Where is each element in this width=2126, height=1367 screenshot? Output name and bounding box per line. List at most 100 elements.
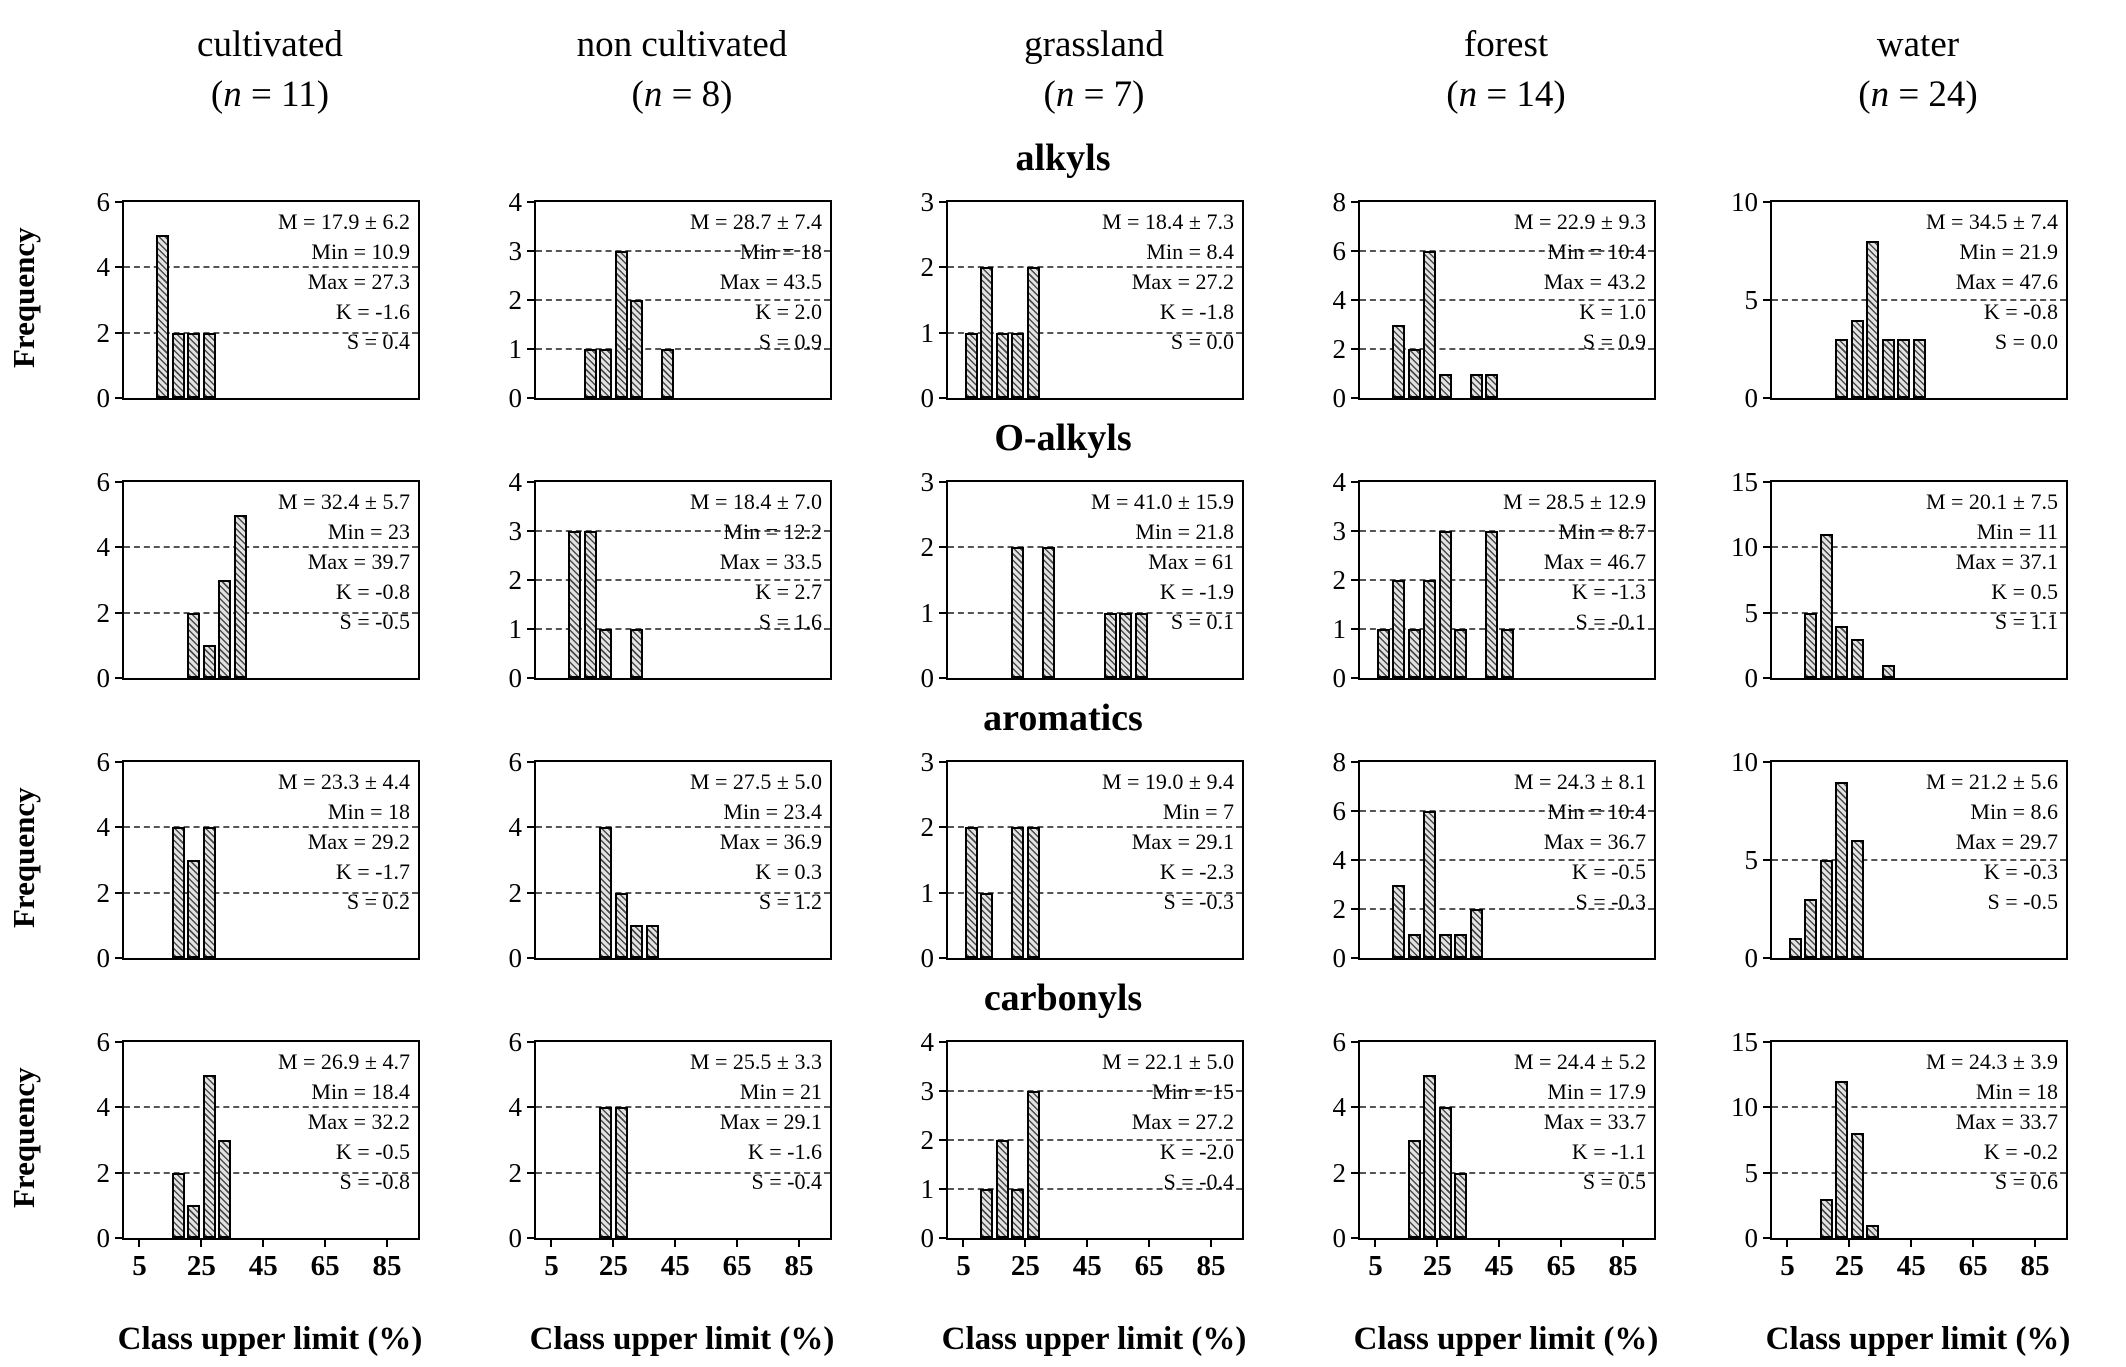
x-tick-mark <box>324 1238 327 1247</box>
stats-block: M = 18.4 ± 7.0 Min = 12.2 Max = 33.5 K = 2.… <box>690 487 822 637</box>
panel-cell-aromatics-forest: 0 2 4 6 8 M = 24.3 ± 8.1 Min = 10.4 Max = 36.7 K… <box>1300 747 1712 973</box>
y-tick-mark <box>115 891 124 894</box>
y-tick-label: 3 <box>508 236 523 266</box>
panel-row-carbonyls: Frequency 0 2 4 6 M = 26.9 ± 4.7 Min = 18.4 Max… <box>0 1027 2126 1316</box>
panel-cell-o-alkyls-water: 0 5 10 15 M = 20.1 ± 7.5 Min = 11 Max = 37.1 K … <box>1712 467 2124 693</box>
stat-line: S = -0.8 <box>339 1168 410 1194</box>
column-headers: cultivated (n = 11) non cultivated (n = 8) g… <box>0 14 2126 132</box>
stat-line: K = -1.8 <box>1159 298 1234 324</box>
histogram-bar <box>1407 629 1421 678</box>
y-tick-mark <box>527 891 536 894</box>
y-tick-mark <box>527 628 536 630</box>
y-tick-mark <box>527 1106 536 1109</box>
x-tick-label: 65 <box>1546 1250 1576 1282</box>
y-tick-mark <box>939 761 948 763</box>
y-tick-label: 0 <box>508 383 523 413</box>
stat-line: K = -0.8 <box>335 578 410 604</box>
histogram-bar <box>1438 531 1452 678</box>
histogram-aromatics-cultivated: 0 2 4 6 M = 23.3 ± 4.4 Min = 18 Max = 29.2 K = … <box>97 747 420 973</box>
x-tick-mark <box>138 1238 141 1247</box>
x-tick-label: 25 <box>186 1250 216 1282</box>
histogram-bar <box>599 349 613 398</box>
x-axis-label-cultivated: Class upper limit (%) <box>117 1321 423 1357</box>
histogram-bar <box>1850 319 1864 398</box>
x-tick-label: 45 <box>248 1250 278 1282</box>
stat-line: Max = 47.6 <box>1955 268 2058 294</box>
y-tick-mark <box>527 299 536 301</box>
stat-line: Min = 15 <box>1151 1078 1234 1104</box>
histogram-bar <box>661 349 675 398</box>
y-tick-label: 0 <box>920 663 935 693</box>
row-title-o-alkyls: O-alkyls <box>994 417 1132 459</box>
gridline <box>124 611 418 614</box>
stat-line: Min = 17.9 <box>1547 1078 1646 1104</box>
stat-line: Min = 21 <box>739 1078 822 1104</box>
y-tick-mark <box>1351 1041 1360 1043</box>
column-header-cultivated: cultivated (n = 11) <box>64 14 476 132</box>
stat-line: Max = 29.7 <box>1955 828 2058 854</box>
column-title: cultivated <box>197 24 343 65</box>
stat-line: M = 27.5 ± 5.0 <box>689 769 822 794</box>
gridline <box>1360 250 1654 252</box>
histogram-bar <box>645 925 659 958</box>
ylabel-gutter <box>0 468 64 692</box>
x-tick-mark <box>1972 1238 1975 1247</box>
y-tick-mark <box>115 331 124 334</box>
stat-line: Max = 33.5 <box>719 548 822 574</box>
y-tick-label: 4 <box>1332 1092 1347 1123</box>
stat-line: Max = 37.1 <box>1955 548 2058 574</box>
histogram-bar <box>1407 349 1421 398</box>
y-tick-mark <box>527 1041 536 1043</box>
stats-block: M = 26.9 ± 4.7 Min = 18.4 Max = 32.2 K = -0… <box>278 1047 410 1197</box>
y-tick-mark <box>115 1041 124 1043</box>
y-tick-label: 2 <box>1332 565 1347 595</box>
y-tick-mark <box>527 201 536 203</box>
y-tick-mark <box>1763 1041 1772 1043</box>
x-tick-label: 5 <box>544 1250 559 1282</box>
y-tick-label: 2 <box>508 1157 523 1188</box>
y-tick-label: 4 <box>96 812 111 843</box>
y-tick-mark <box>1763 546 1772 549</box>
stat-line: K = -1.9 <box>1159 578 1234 604</box>
row-title-carbonyls: carbonyls <box>983 977 1143 1019</box>
stat-line: Max = 27.2 <box>1131 268 1234 294</box>
gridline <box>1772 1171 2066 1174</box>
y-tick-mark <box>527 1237 536 1239</box>
y-tick-label: 15 <box>1731 1027 1758 1057</box>
y-tick-mark <box>115 266 124 269</box>
histogram-bar <box>599 629 613 678</box>
histogram-bar <box>1423 1074 1437 1238</box>
row-title-alkyls: alkyls <box>1015 137 1111 179</box>
stat-line: M = 17.9 ± 6.2 <box>277 209 410 234</box>
stat-line: K = -2.3 <box>1159 858 1234 884</box>
stat-line: K = -1.3 <box>1571 578 1646 604</box>
stat-line: K = -0.5 <box>335 1138 410 1164</box>
x-axis-label-non-cultivated: Class upper limit (%) <box>529 1321 835 1357</box>
y-tick-label: 0 <box>96 1223 111 1253</box>
histogram-bar <box>218 1140 232 1238</box>
histogram-bar <box>995 332 1009 398</box>
y-tick-label: 2 <box>96 597 111 628</box>
stat-line: Max = 32.2 <box>307 1108 410 1134</box>
y-tick-mark <box>115 957 124 959</box>
stats-block: M = 28.5 ± 12.9 Min = 8.7 Max = 46.7 K = -1… <box>1503 487 1646 637</box>
stats-block: M = 32.4 ± 5.7 Min = 23 Max = 39.7 K = -0.8… <box>278 487 410 637</box>
stat-line: M = 25.5 ± 3.3 <box>689 1049 822 1074</box>
y-tick-mark <box>1351 348 1360 350</box>
x-tick-label: 5 <box>1368 1250 1383 1282</box>
column-n-count: (n = 11) <box>210 73 330 115</box>
gridline <box>948 891 1242 894</box>
y-tick-label: 0 <box>96 383 111 413</box>
stat-line: M = 24.4 ± 5.2 <box>1513 1049 1646 1074</box>
y-tick-mark <box>527 481 536 483</box>
stat-line: Min = 8.6 <box>1970 798 2058 824</box>
y-tick-mark <box>1763 299 1772 301</box>
y-tick-label: 0 <box>1744 1223 1759 1253</box>
y-tick-label: 2 <box>508 565 523 595</box>
histogram-bar <box>1788 938 1802 958</box>
histogram-bar <box>1912 339 1926 398</box>
stat-line: Max = 29.1 <box>1131 828 1234 854</box>
y-tick-mark <box>115 1171 124 1174</box>
column-n-count: (n = 7) <box>1043 73 1145 115</box>
x-tick-mark <box>262 1238 265 1247</box>
